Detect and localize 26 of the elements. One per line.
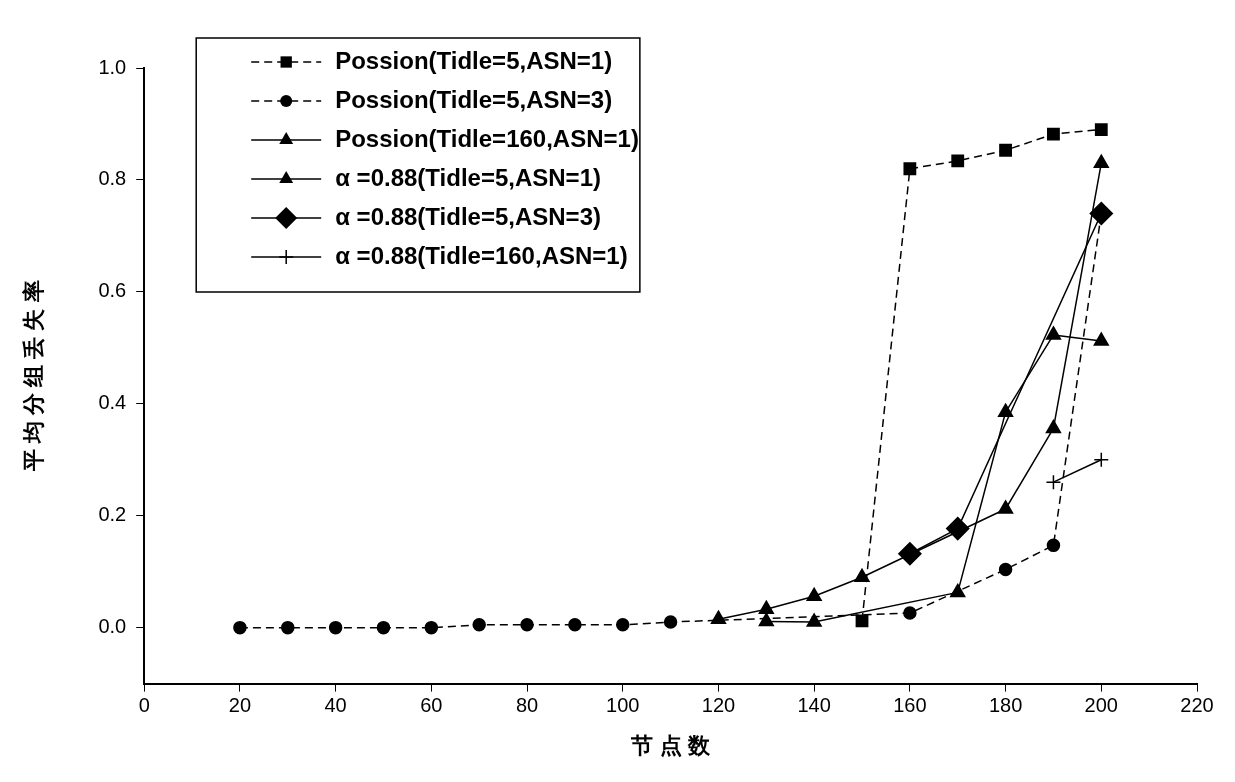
x-tick-label: 80 <box>515 694 539 717</box>
legend-label: Possion(Tidle=160,ASN=1) <box>335 124 639 152</box>
x-tick-label: 220 <box>1180 694 1214 717</box>
x-tick-label: 60 <box>420 694 443 717</box>
y-tick-label: 0.4 <box>98 391 127 414</box>
x-tick-label: 40 <box>324 694 347 717</box>
y-axis-title: 平 均 分 组 丢 失 率 <box>21 280 47 473</box>
x-tick-label: 120 <box>701 694 736 717</box>
y-tick-label: 0.8 <box>98 167 127 190</box>
legend-label: α =0.88(Tidle=5,ASN=1) <box>335 163 601 191</box>
y-tick-label: 0.2 <box>98 503 127 526</box>
x-tick-label: 160 <box>893 694 927 717</box>
x-tick-label: 100 <box>606 694 640 717</box>
x-tick-label: 0 <box>138 694 150 717</box>
legend-label: α =0.88(Tidle=160,ASN=1) <box>335 241 628 269</box>
x-tick-label: 180 <box>988 694 1023 717</box>
x-axis-title: 节 点 数 <box>630 732 711 758</box>
x-tick-label: 20 <box>228 694 252 717</box>
legend-label: α =0.88(Tidle=5,ASN=3) <box>335 202 601 230</box>
y-tick-label: 1.0 <box>98 55 127 78</box>
y-tick-label: 0.6 <box>98 279 127 302</box>
legend-label: Possion(Tidle=5,ASN=1) <box>335 46 613 74</box>
x-tick-label: 200 <box>1084 694 1118 717</box>
legend-label: Possion(Tidle=5,ASN=3) <box>335 85 613 113</box>
x-tick-label: 140 <box>797 694 831 717</box>
y-tick-label: 0.0 <box>98 615 127 638</box>
